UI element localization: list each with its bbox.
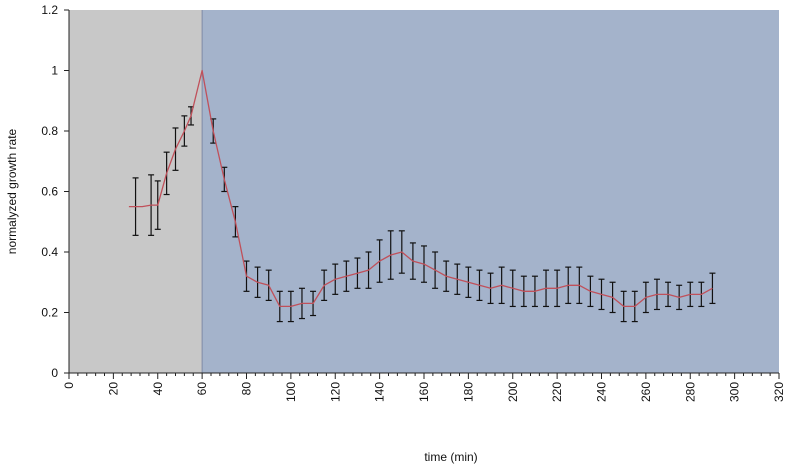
error-bar bbox=[709, 272, 716, 305]
x-tick-label: 40 bbox=[151, 382, 165, 396]
y-tick-label: 0 bbox=[51, 366, 58, 380]
y-axis-label: normalyzed growth rate bbox=[5, 128, 19, 254]
series-line bbox=[128, 69, 713, 308]
x-tick-label: 140 bbox=[373, 382, 387, 402]
x-tick-label: 200 bbox=[506, 382, 520, 402]
x-tick-label: 60 bbox=[195, 382, 209, 396]
x-tick-label: 180 bbox=[461, 382, 475, 402]
y-tick-label: 1.2 bbox=[41, 3, 58, 17]
x-tick-label: 120 bbox=[328, 382, 342, 402]
y-tick-label: 1 bbox=[51, 64, 58, 78]
x-axis-label: time (min) bbox=[424, 450, 477, 464]
x-tick-label: 160 bbox=[417, 382, 431, 402]
x-tick-label: 300 bbox=[728, 382, 742, 402]
y-tick-label: 0.4 bbox=[41, 245, 58, 259]
x-tick-label: 20 bbox=[106, 382, 120, 396]
x-tick-label: 80 bbox=[240, 382, 254, 396]
shaded-regions bbox=[69, 10, 779, 373]
x-tick-label: 280 bbox=[683, 382, 697, 402]
x-tick-label: 320 bbox=[772, 382, 786, 402]
axes bbox=[64, 9, 780, 379]
y-tick-label: 0.8 bbox=[41, 124, 58, 138]
x-tick-label: 0 bbox=[62, 382, 76, 389]
x-tick-label: 100 bbox=[284, 382, 298, 402]
x-tick-label: 260 bbox=[639, 382, 653, 402]
y-tick-label: 0.2 bbox=[41, 306, 58, 320]
series-line-layer bbox=[128, 69, 713, 308]
shaded-region-2 bbox=[202, 10, 779, 373]
x-tick-label: 240 bbox=[595, 382, 609, 402]
y-tick-label: 0.6 bbox=[41, 185, 58, 199]
tick-labels: 0 0.2 0.4 0.6 0.8 1 1.2 0 20 40 60 80 100 120 140 160 18… bbox=[41, 3, 786, 402]
x-tick-label: 220 bbox=[550, 382, 564, 402]
